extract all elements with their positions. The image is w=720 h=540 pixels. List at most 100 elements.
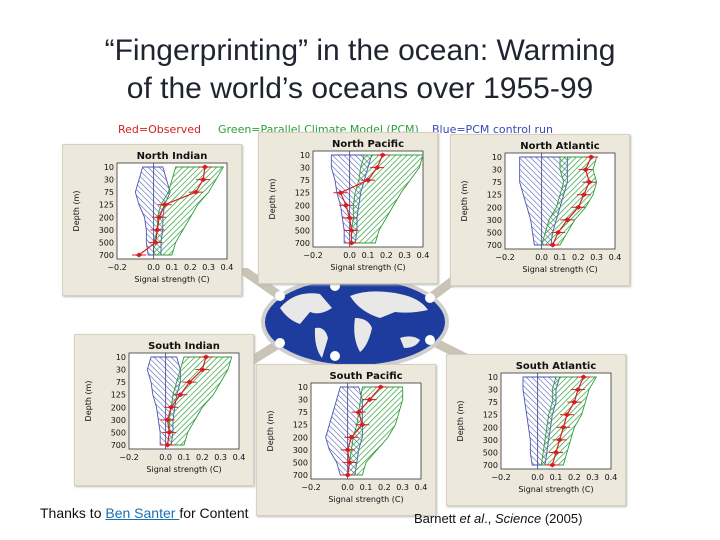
chart-south-atlantic: South Atlantic 10 30 75 125 200 300 500 700 Depth… bbox=[456, 361, 618, 494]
legend-control: Blue=PCM control run bbox=[432, 123, 553, 136]
observed-point bbox=[574, 204, 582, 210]
marker-south-indian bbox=[275, 338, 285, 348]
panel-title: South Pacific bbox=[329, 371, 402, 382]
y-tick-label: 75 bbox=[116, 378, 126, 387]
observed-point bbox=[364, 177, 372, 183]
x-tick-label: −0.2 bbox=[303, 251, 322, 260]
observed-point bbox=[202, 354, 210, 360]
observed-point bbox=[570, 399, 578, 405]
y-tick-label: 700 bbox=[99, 251, 114, 260]
observed-point bbox=[164, 442, 171, 448]
x-tick-label: 0.0 bbox=[343, 251, 356, 260]
y-tick-label: 125 bbox=[483, 411, 498, 420]
y-tick-label: 30 bbox=[104, 176, 114, 185]
title-line-2: of the world’s oceans over 1955-99 bbox=[126, 72, 594, 105]
y-tick-label: 200 bbox=[99, 213, 114, 222]
y-tick-label: 125 bbox=[293, 421, 308, 430]
panel-north-atlantic: North Atlantic 10 30 75 125 200 300 500 700 Depth… bbox=[450, 134, 630, 286]
model-band bbox=[351, 154, 424, 244]
x-tick-label: 0.4 bbox=[609, 253, 622, 262]
chart-south-indian: South Indian 10 30 75 125 200 300 500 700 Depth (… bbox=[84, 341, 246, 474]
observed-point bbox=[192, 189, 200, 195]
citation-etal: et al bbox=[459, 511, 485, 526]
y-tick-label: 200 bbox=[487, 203, 502, 212]
observed-point bbox=[366, 397, 374, 403]
credit-link[interactable]: Ben Santer bbox=[105, 505, 180, 521]
x-tick-label: 0.2 bbox=[378, 483, 391, 492]
observed-point bbox=[135, 252, 143, 258]
model-band bbox=[166, 356, 233, 446]
observed-line bbox=[552, 156, 592, 246]
x-tick-label: 0.1 bbox=[166, 263, 179, 272]
x-tick-label: 0.3 bbox=[398, 251, 411, 260]
panel-title: North Pacific bbox=[332, 139, 404, 150]
y-tick-label: 30 bbox=[492, 166, 502, 175]
y-tick-label: 500 bbox=[295, 226, 310, 235]
citation-sep: ., bbox=[484, 511, 495, 526]
citation-authors: Barnett bbox=[414, 511, 460, 526]
marker-south-atlantic bbox=[425, 335, 435, 345]
x-tick-label: 0.0 bbox=[535, 253, 548, 262]
model-band bbox=[541, 156, 598, 246]
y-tick-label: 75 bbox=[488, 398, 498, 407]
slide-title: “Fingerprinting” in the ocean: Warming o… bbox=[0, 32, 720, 108]
panel-title: North Indian bbox=[137, 151, 208, 162]
x-tick-label: 0.0 bbox=[531, 473, 544, 482]
x-tick-label: 0.2 bbox=[572, 253, 585, 262]
x-tick-label: 0.3 bbox=[202, 263, 215, 272]
observed-point bbox=[344, 447, 352, 453]
credit-line: Thanks to Ben Santer for Content bbox=[40, 505, 249, 521]
x-axis-label: Signal strength (C) bbox=[518, 485, 593, 494]
x-tick-label: −0.2 bbox=[119, 453, 138, 462]
observed-point bbox=[342, 202, 350, 208]
x-tick-label: 0.0 bbox=[159, 453, 172, 462]
y-tick-label: 125 bbox=[99, 201, 114, 210]
observed-point bbox=[201, 164, 209, 170]
observed-point bbox=[337, 190, 344, 196]
observed-point bbox=[377, 384, 385, 390]
citation-journal: Science bbox=[494, 511, 542, 526]
observed-point bbox=[153, 227, 161, 233]
y-tick-label: 700 bbox=[487, 241, 502, 250]
y-axis-label: Depth (m) bbox=[456, 401, 465, 442]
observed-point bbox=[344, 472, 352, 478]
x-axis-label: Signal strength (C) bbox=[146, 465, 221, 474]
y-tick-label: 700 bbox=[295, 239, 310, 248]
x-tick-label: 0.4 bbox=[233, 453, 246, 462]
y-tick-label: 500 bbox=[293, 458, 308, 467]
citation-year: (2005) bbox=[541, 511, 583, 526]
y-axis-label: Depth (m) bbox=[84, 381, 93, 422]
observed-point bbox=[167, 404, 175, 410]
observed-point bbox=[582, 167, 590, 173]
observed-point bbox=[165, 429, 173, 435]
legend-observed: Red=Observed bbox=[118, 123, 202, 136]
observed-point bbox=[580, 192, 588, 198]
landmass-africa bbox=[354, 318, 372, 352]
observed-point bbox=[346, 459, 353, 465]
observed-point bbox=[355, 409, 363, 415]
x-tick-label: 0.2 bbox=[380, 251, 393, 260]
y-tick-label: 125 bbox=[487, 191, 502, 200]
observed-point bbox=[580, 374, 587, 380]
x-axis-label: Signal strength (C) bbox=[328, 495, 403, 504]
y-tick-label: 30 bbox=[300, 164, 310, 173]
x-tick-label: 0.1 bbox=[550, 473, 563, 482]
observed-point bbox=[559, 424, 567, 430]
y-tick-label: 30 bbox=[298, 396, 308, 405]
y-tick-label: 700 bbox=[111, 441, 126, 450]
y-tick-label: 75 bbox=[298, 408, 308, 417]
world-map-graphic bbox=[237, 264, 473, 379]
y-tick-label: 300 bbox=[487, 216, 502, 225]
observed-point bbox=[552, 449, 560, 455]
model-band bbox=[153, 166, 225, 256]
y-tick-label: 200 bbox=[293, 433, 308, 442]
y-tick-label: 10 bbox=[298, 383, 308, 392]
y-tick-label: 10 bbox=[488, 373, 498, 382]
y-tick-label: 10 bbox=[492, 153, 502, 162]
x-tick-label: 0.2 bbox=[196, 453, 209, 462]
panel-title: North Atlantic bbox=[520, 141, 600, 152]
y-tick-label: 200 bbox=[111, 403, 126, 412]
x-tick-label: 0.4 bbox=[605, 473, 618, 482]
observed-point bbox=[587, 154, 595, 160]
citation: Barnett et al., Science (2005) bbox=[414, 511, 582, 526]
